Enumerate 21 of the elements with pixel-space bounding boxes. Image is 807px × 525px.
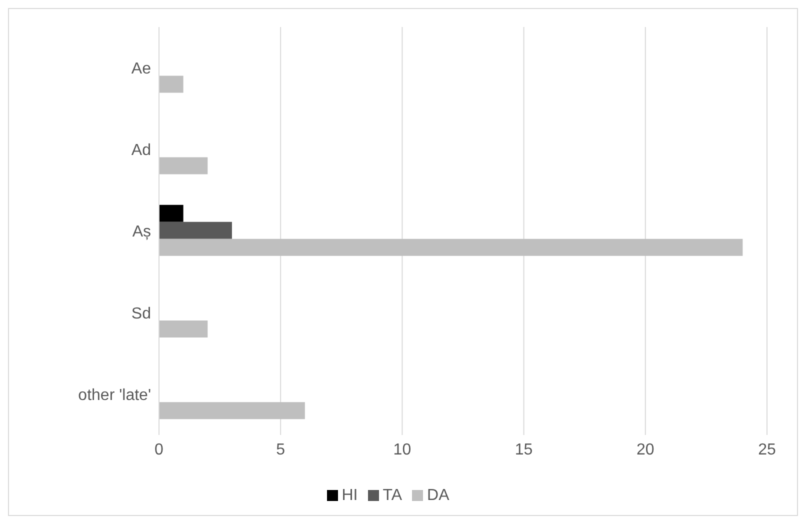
x-tick-label: 5	[276, 441, 286, 458]
x-tick-label: 10	[393, 441, 412, 458]
y-tick-label: Aș	[132, 224, 151, 241]
bar	[159, 238, 743, 256]
x-tick-label: 25	[758, 441, 776, 458]
x-tick-label: 20	[636, 441, 654, 458]
bar	[159, 320, 208, 338]
y-tick-label: Sd	[131, 305, 151, 322]
legend-label: HI	[342, 487, 358, 504]
bar	[159, 402, 305, 420]
bar	[159, 204, 184, 222]
y-tick-label: Ae	[131, 60, 152, 78]
legend-label: DA	[427, 487, 450, 504]
bar	[159, 76, 184, 93]
legend-label: TA	[382, 487, 402, 504]
bar	[159, 157, 208, 174]
y-tick-label: other 'late'	[78, 386, 151, 404]
y-tick-label: Ad	[131, 142, 151, 160]
bar	[159, 222, 232, 239]
x-tick-label: 15	[514, 441, 533, 458]
x-tick-label: 0	[154, 441, 164, 458]
